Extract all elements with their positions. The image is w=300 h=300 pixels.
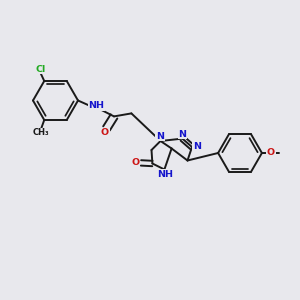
Text: N: N <box>193 142 201 151</box>
Text: O: O <box>267 148 275 157</box>
Text: CH₃: CH₃ <box>33 128 50 137</box>
Text: O: O <box>101 128 109 137</box>
Text: O: O <box>131 158 140 167</box>
Text: N: N <box>178 130 186 139</box>
Text: NH: NH <box>157 170 173 179</box>
Text: NH: NH <box>88 101 104 110</box>
Text: Cl: Cl <box>35 64 46 74</box>
Text: N: N <box>156 132 164 141</box>
